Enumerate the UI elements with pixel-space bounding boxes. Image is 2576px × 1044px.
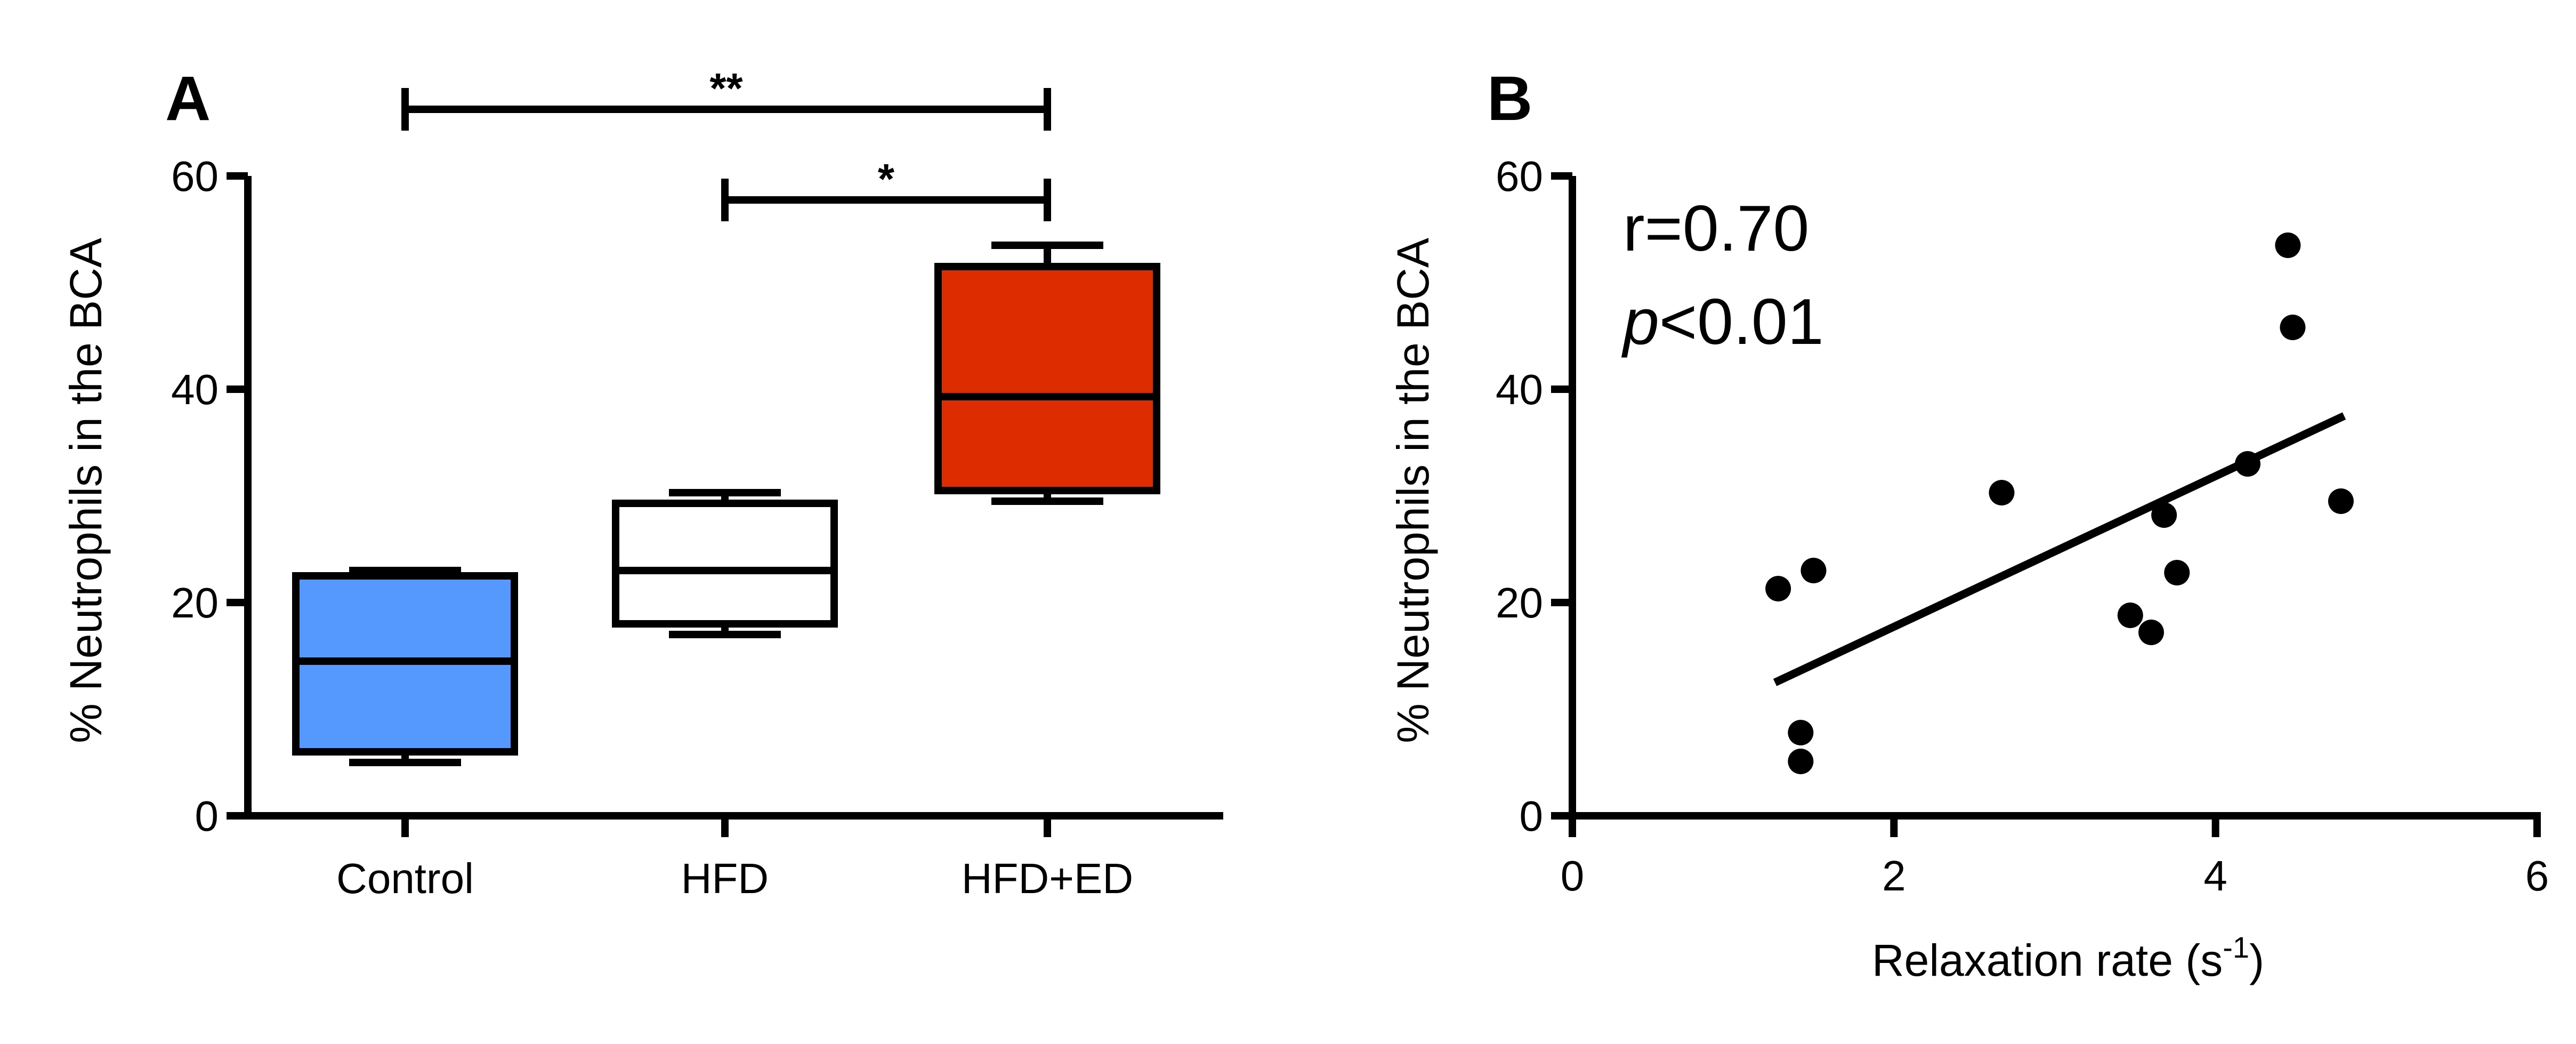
scatter-point xyxy=(2328,488,2354,514)
significance-label: ** xyxy=(709,65,743,112)
x-tick-label: 2 xyxy=(1882,852,1906,900)
p-symbol: p xyxy=(1621,285,1659,358)
box-HFD xyxy=(612,500,838,628)
scatter-point xyxy=(2280,315,2306,340)
scatter-point xyxy=(2235,451,2260,477)
y-tick-label: 60 xyxy=(171,152,219,200)
x-tick-label: Control xyxy=(336,855,474,902)
x-tick-label: HFD xyxy=(681,855,769,902)
panel-b-ylabel: % Neutrophils in the BCA xyxy=(1388,238,1438,743)
p-value: <0.01 xyxy=(1659,285,1824,358)
y-tick-label: 20 xyxy=(1496,579,1543,627)
scatter-point xyxy=(1800,558,1827,583)
scatter-point xyxy=(1788,749,1814,774)
panel-b-label: B xyxy=(1487,63,1532,134)
x-tick-label: 6 xyxy=(2525,852,2549,900)
scatter-point xyxy=(1989,480,2015,505)
scatter-point xyxy=(2151,502,2177,528)
panel-b-xlabel: Relaxation rate (s-1) xyxy=(1872,930,2264,985)
y-tick-label: 20 xyxy=(171,579,219,627)
scatter-point xyxy=(1788,720,1814,745)
scatter-point xyxy=(1765,576,1791,601)
xlabel-superscript: -1 xyxy=(2223,930,2249,964)
x-tick-label: 4 xyxy=(2203,852,2227,900)
scatter-point xyxy=(2138,620,2164,645)
x-tick-label: 0 xyxy=(1561,852,1585,900)
scatter-point xyxy=(2164,560,2190,585)
scatter-point xyxy=(2275,232,2301,258)
regression-line xyxy=(1773,412,2346,686)
panel-a-label: A xyxy=(165,63,211,134)
panel-a-ylabel: % Neutrophils in the BCA xyxy=(61,238,111,743)
xlabel-main: Relaxation rate (s xyxy=(1872,935,2223,985)
y-tick-label: 0 xyxy=(195,792,219,840)
xlabel-close: ) xyxy=(2249,935,2264,985)
y-tick-label: 60 xyxy=(1496,152,1543,200)
panel-b-plot: 0 20 40 60 0 2 4 6 xyxy=(1496,152,2549,900)
p-value-annotation: p<0.01 xyxy=(1621,285,1824,358)
x-tick-label: HFD+ED xyxy=(962,855,1133,902)
significance-label: * xyxy=(878,155,895,203)
r-value-annotation: r=0.70 xyxy=(1623,192,1809,264)
y-tick-label: 0 xyxy=(1520,792,1544,840)
scatter-point xyxy=(2117,603,2143,628)
box-HFD+ED xyxy=(934,263,1160,494)
y-tick-label: 40 xyxy=(171,366,219,413)
y-tick-label: 40 xyxy=(1496,366,1543,413)
